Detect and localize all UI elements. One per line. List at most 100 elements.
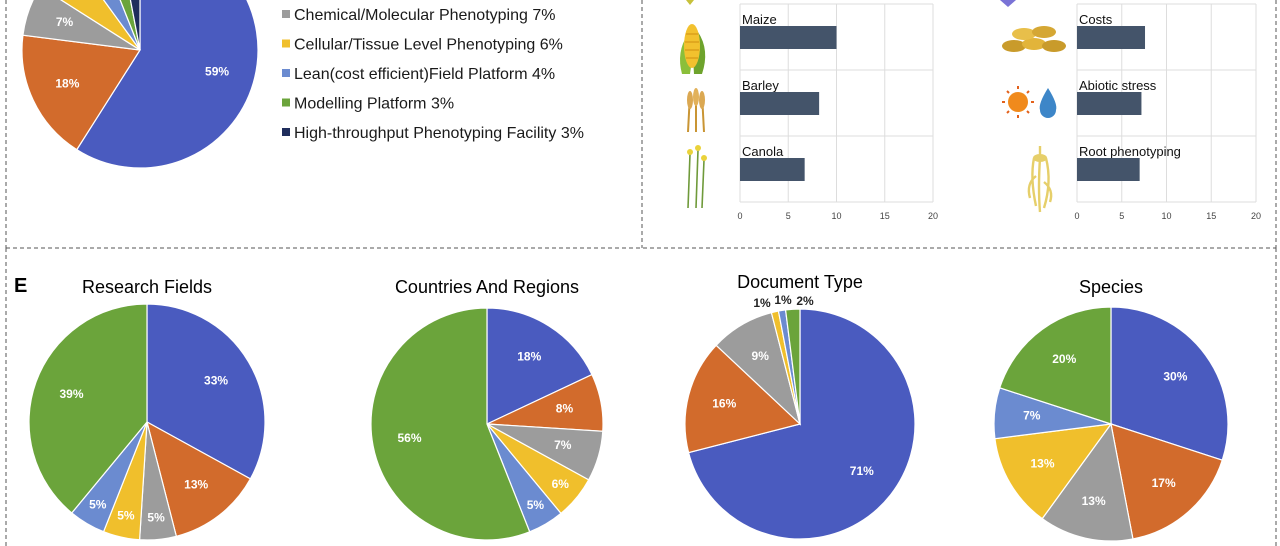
purple-shape-icon	[1000, 0, 1016, 7]
platform_pie-slice-2	[22, 0, 141, 51]
legend-item-4: High-throughput Phenotyping Facility 3%	[294, 125, 584, 142]
topics_bar-category-2: Root phenotyping	[1079, 144, 1181, 159]
platform_pie-label-1: 18%	[55, 76, 79, 90]
canola-icon	[687, 145, 707, 209]
document_type-label-2: 9%	[752, 349, 770, 363]
research_fields-slice-1	[146, 420, 252, 538]
species-label-3: 13%	[1031, 457, 1055, 471]
document_type-pie-chart: 71% 16% 9% 1% 1% 2% Document Type	[684, 272, 916, 540]
platform_pie-slice-5	[119, 0, 141, 51]
crops_bar-tick-4: 20	[928, 211, 938, 221]
topics-bar-chart: 0 5 10 15 20 Costs Abiotic stress Root phenotyp…	[1074, 3, 1261, 221]
document_type-label-0: 71%	[850, 464, 874, 478]
document_type-label-5: 2%	[796, 294, 814, 308]
crops_bar-tick-1: 5	[786, 211, 791, 221]
legend-item-1: Cellular/Tissue Level Phenotyping 6%	[294, 37, 563, 54]
platform_pie-slice-4	[102, 0, 141, 51]
document_type-slice-1	[684, 344, 802, 454]
wheat-green-icon	[686, 0, 694, 5]
corn-icon	[680, 24, 706, 74]
document_type-slice-0	[687, 308, 916, 540]
platform_pie-slice-1	[21, 34, 142, 151]
countries_regions-slice-5	[370, 307, 531, 541]
crops_bar-category-2: Canola	[742, 144, 784, 159]
countries_regions-label-0: 18%	[517, 350, 541, 364]
countries_regions-label-2: 7%	[554, 438, 572, 452]
species-label-5: 20%	[1052, 352, 1076, 366]
species-label-4: 7%	[1023, 409, 1041, 423]
platform_pie-label-0: 59%	[205, 65, 229, 79]
research_fields-label-4: 5%	[89, 497, 107, 511]
topics_bar-tick-2: 10	[1161, 211, 1171, 221]
research_fields-pie-chart: 33% 13% 5% 5% 5% 39% Research Fields	[28, 277, 266, 541]
platform-legend: Chemical/Molecular Phenotyping 7% Cellula…	[282, 7, 584, 142]
wheat-icon	[687, 88, 705, 133]
document_type-label-3: 1%	[753, 296, 771, 310]
species-slice-5	[998, 306, 1112, 425]
platform_pie-label-2: 7%	[56, 15, 74, 29]
topics_bar-category-0: Costs	[1079, 12, 1113, 27]
research_fields-label-3: 5%	[117, 509, 135, 523]
crops_bar-bar-2	[740, 158, 805, 181]
research_fields-label-2: 5%	[147, 511, 165, 525]
countries_regions-slice-0	[486, 307, 593, 425]
topics_bar-bar-2	[1077, 158, 1140, 181]
crops_bar-bar-1	[740, 92, 820, 115]
countries_regions-label-5: 56%	[398, 431, 422, 445]
research_fields-slice-0	[146, 303, 266, 480]
species-slice-2	[1041, 422, 1134, 542]
species-slice-0	[1110, 306, 1229, 461]
species-label-2: 13%	[1082, 494, 1106, 508]
countries_regions-label-4: 5%	[527, 498, 545, 512]
species-label-1: 17%	[1152, 476, 1176, 490]
legend-swatch-4	[282, 128, 290, 136]
topics_bar-tick-1: 5	[1119, 211, 1124, 221]
crops_bar-tick-0: 0	[737, 211, 742, 221]
legend-swatch-2	[282, 69, 290, 77]
species-pie-chart: 30% 17% 13% 13% 7% 20% Species	[993, 277, 1229, 542]
platform_pie-slice-0	[75, 0, 259, 169]
document_type-slice-5	[784, 308, 801, 425]
legend-item-3: Modelling Platform 3%	[294, 96, 454, 113]
top-clipped-icons	[686, 0, 1016, 7]
sun-water-icon	[1002, 86, 1057, 118]
crops_bar-tick-3: 15	[880, 211, 890, 221]
document_type-label-1: 16%	[712, 397, 736, 411]
legend-item-0: Chemical/Molecular Phenotyping 7%	[294, 7, 555, 24]
legend-swatch-0	[282, 10, 290, 18]
topics_bar-tick-4: 20	[1251, 211, 1261, 221]
crops-bar-chart: 0 5 10 15 20 Maize Barley Canola	[737, 3, 938, 221]
platform_pie-slice-3	[60, 0, 141, 51]
platform-pie-chart: 59% 18% 7%	[21, 0, 259, 169]
legend-swatch-1	[282, 39, 290, 48]
panel-borders	[5, 0, 1277, 546]
species-label-0: 30%	[1163, 369, 1187, 383]
countries_regions-label-1: 8%	[556, 401, 574, 415]
research_fields-title: Research Fields	[82, 277, 212, 297]
research_fields-label-1: 13%	[184, 478, 208, 492]
crops_bar-tick-2: 10	[831, 211, 841, 221]
bottom-pie-charts: 33% 13% 5% 5% 5% 39% Research Fields 18% 8% 7% 6% 5…	[28, 272, 1229, 542]
document_type-label-4: 1%	[774, 293, 792, 307]
topics_bar-bar-0	[1077, 26, 1146, 49]
species-title: Species	[1079, 277, 1143, 297]
countries_regions-pie-chart: 18% 8% 7% 6% 5% 56% Countries And Regions	[370, 277, 604, 541]
document_type-title: Document Type	[737, 272, 863, 292]
research_fields-label-0: 33%	[204, 373, 228, 387]
root-icon	[1027, 146, 1053, 213]
crops_bar-bar-0	[740, 26, 837, 49]
countries_regions-label-3: 6%	[552, 477, 570, 491]
topics_bar-bar-1	[1077, 92, 1142, 115]
research_fields-slice-5	[28, 303, 148, 514]
countries_regions-title: Countries And Regions	[395, 277, 579, 297]
topics_bar-tick-3: 15	[1206, 211, 1216, 221]
research_fields-label-5: 39%	[59, 387, 83, 401]
crops_bar-category-0: Maize	[742, 12, 777, 27]
panel-label-e: E	[14, 275, 27, 297]
species-slice-3	[994, 423, 1113, 520]
legend-swatch-3	[282, 98, 290, 107]
species-slice-1	[1110, 423, 1224, 540]
legend-item-2: Lean(cost efficient)Field Platform 4%	[294, 66, 555, 83]
topics_bar-category-1: Abiotic stress	[1079, 78, 1157, 93]
